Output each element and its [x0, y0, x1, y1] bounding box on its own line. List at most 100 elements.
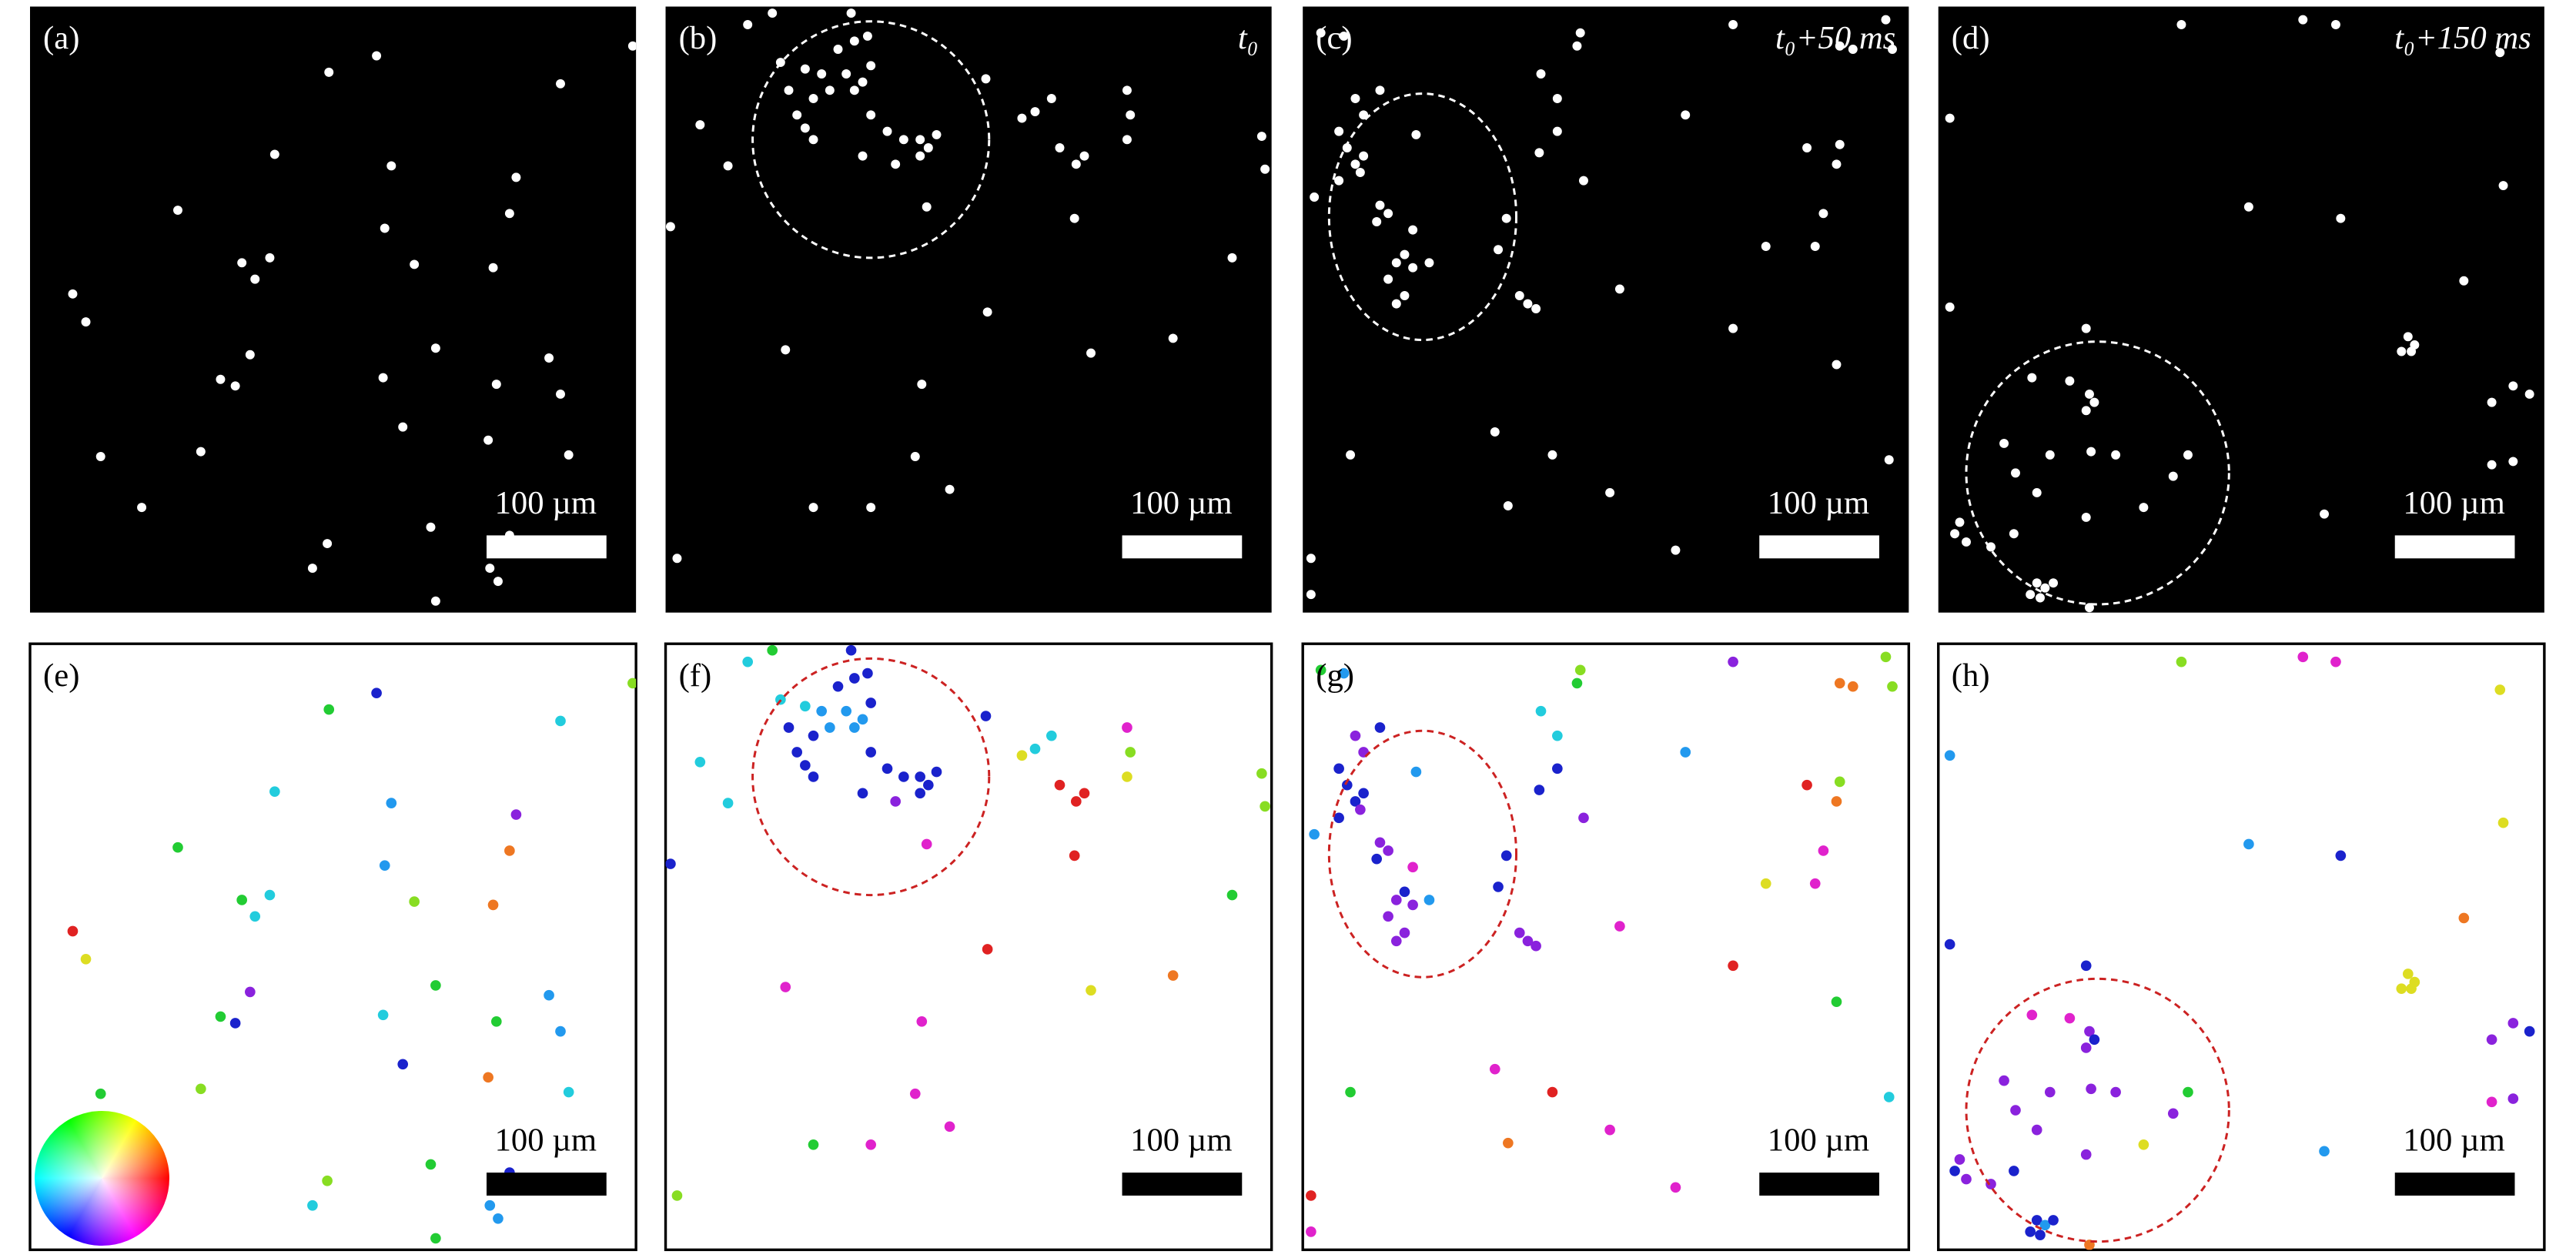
- scale-bar: [1759, 535, 1879, 559]
- particle: [915, 788, 925, 799]
- particle: [2524, 389, 2534, 399]
- particle: [322, 1175, 333, 1186]
- time-label: t₀: [1238, 20, 1259, 56]
- particle: [849, 722, 860, 733]
- particle: [1334, 126, 1344, 136]
- particle: [484, 1199, 496, 1211]
- particle: [922, 202, 932, 212]
- scale-bar: [1122, 1173, 1243, 1196]
- particle: [891, 159, 901, 169]
- particle: [1309, 828, 1320, 840]
- particle: [2407, 346, 2417, 356]
- particle: [1400, 249, 1410, 259]
- particle: [768, 8, 778, 18]
- panel-frame: [30, 6, 637, 613]
- particle: [1728, 323, 1738, 333]
- particle: [1883, 1092, 1895, 1102]
- particle: [2080, 1042, 2092, 1053]
- particle: [1501, 213, 1511, 223]
- particle: [1493, 882, 1504, 892]
- particle: [1045, 730, 1057, 741]
- particle: [1572, 41, 1582, 51]
- particle: [1408, 225, 1418, 235]
- particle: [2397, 346, 2407, 356]
- particle: [915, 771, 925, 782]
- particle: [2011, 468, 2020, 478]
- particle: [1306, 1226, 1316, 1237]
- particle: [1614, 921, 1625, 932]
- particle: [1834, 678, 1845, 689]
- particle: [1809, 878, 1821, 889]
- particle: [1359, 110, 1369, 120]
- particle: [483, 435, 493, 445]
- particle: [2487, 460, 2497, 470]
- particle: [2025, 1226, 2036, 1237]
- particle: [1346, 450, 1356, 460]
- dots: [1945, 15, 2534, 613]
- particle: [945, 484, 955, 494]
- particle: [1503, 1137, 1514, 1149]
- particle: [1374, 722, 1386, 733]
- particle: [909, 1088, 921, 1099]
- particle: [483, 1072, 493, 1083]
- particle: [2045, 450, 2055, 460]
- panel-label: (e): [43, 657, 79, 694]
- panel: (b) t₀ 100 µm: [665, 6, 1272, 613]
- particle: [1226, 889, 1238, 901]
- particle: [1961, 1173, 1972, 1185]
- particle: [2494, 684, 2506, 695]
- particle: [229, 1018, 241, 1029]
- particle: [1390, 895, 1402, 905]
- particle: [556, 389, 565, 399]
- particle: [849, 673, 860, 684]
- particle: [2031, 1124, 2042, 1136]
- scale-bar: [1122, 535, 1243, 559]
- particle: [1535, 705, 1547, 717]
- particle: [1079, 151, 1089, 161]
- particle: [825, 85, 835, 95]
- particle: [1306, 554, 1316, 564]
- particle: [216, 374, 226, 384]
- particle: [1818, 845, 1829, 856]
- dots: [68, 41, 637, 606]
- particle: [398, 422, 408, 432]
- particle: [386, 798, 397, 808]
- particle: [1531, 304, 1541, 314]
- particle: [1359, 151, 1369, 161]
- particle: [2010, 1105, 2021, 1116]
- particle: [1306, 590, 1316, 600]
- particle: [2089, 1034, 2100, 1046]
- particle: [857, 714, 868, 725]
- particle: [1256, 768, 1267, 779]
- particle: [1944, 938, 1955, 950]
- particle: [783, 722, 795, 733]
- particle: [2039, 1220, 2051, 1231]
- time-label: t₀+150 ms: [2394, 20, 2531, 56]
- particle: [808, 730, 819, 741]
- particle: [865, 698, 877, 708]
- particle: [2336, 213, 2346, 223]
- panel: (g) 100 µm: [1301, 642, 1911, 1252]
- particle: [742, 656, 754, 667]
- particle: [1410, 766, 1422, 778]
- particle: [1802, 143, 1812, 152]
- particle: [67, 925, 79, 937]
- particle: [910, 452, 920, 461]
- particle: [1383, 911, 1393, 922]
- scale-bar-label: 100 µm: [2403, 1122, 2504, 1158]
- particle: [2507, 1093, 2519, 1104]
- particle: [2402, 969, 2414, 979]
- particle: [409, 896, 420, 907]
- particle: [1670, 1182, 1681, 1193]
- particle: [2396, 983, 2407, 994]
- particle: [882, 126, 892, 136]
- cluster-circle: [751, 20, 991, 259]
- particle: [95, 1088, 106, 1099]
- scale-bar-label: 100 µm: [2403, 485, 2504, 521]
- particle: [2009, 1166, 2019, 1176]
- particle: [1835, 41, 1845, 51]
- particle: [1122, 135, 1132, 145]
- particle: [2139, 503, 2149, 513]
- particle: [556, 79, 565, 89]
- particle: [1334, 176, 1344, 186]
